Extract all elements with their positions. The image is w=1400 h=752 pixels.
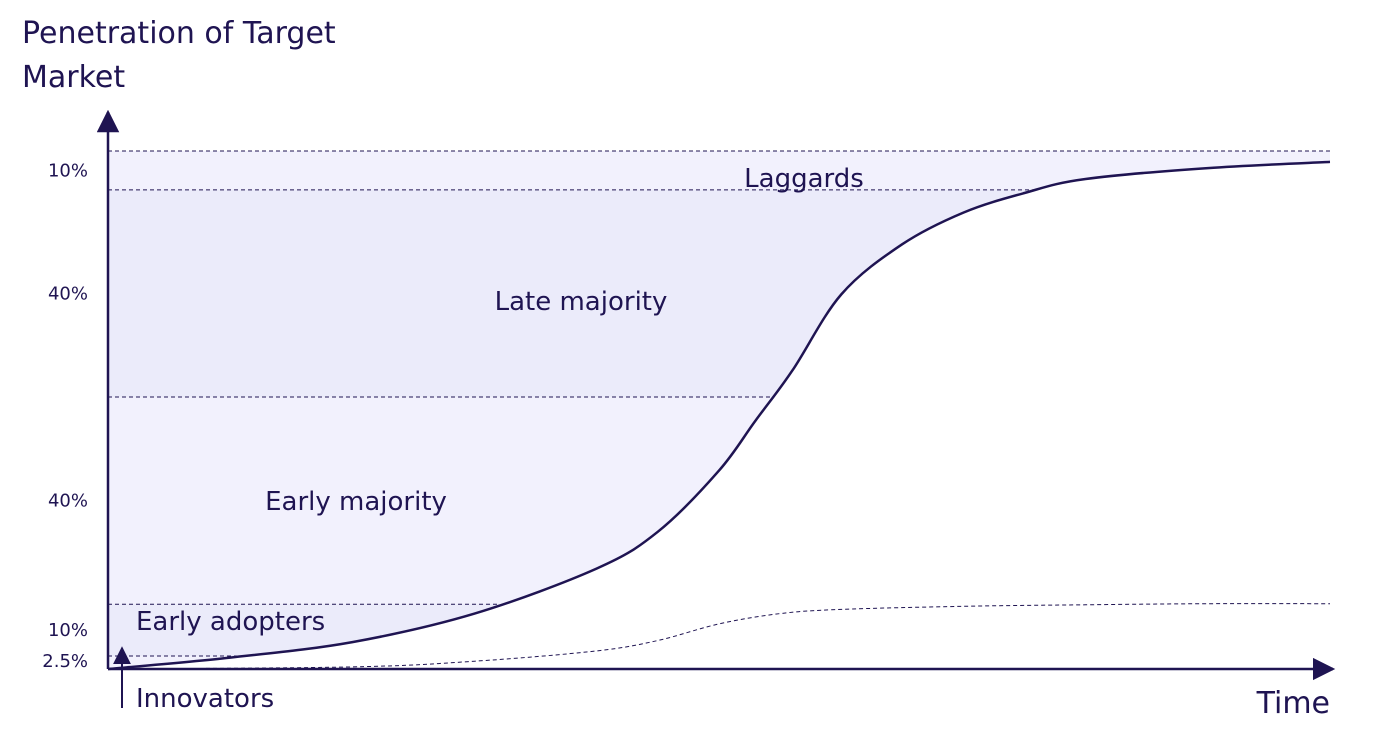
cumulative-adoption-curve xyxy=(107,160,1331,671)
tick-label-late-majority: 40% xyxy=(48,283,88,304)
region-label-laggards: Laggards xyxy=(744,164,864,194)
region-label-early-adopters: Early adopters xyxy=(136,607,325,637)
region-label-late-majority: Late majority xyxy=(495,287,668,317)
tick-label-early-adopters: 10% xyxy=(48,620,88,641)
band-early-adopters xyxy=(108,604,504,657)
tick-label-innovators: 2.5% xyxy=(42,651,88,672)
region-label-innovators: Innovators xyxy=(136,684,274,714)
tick-label-early-majority: 40% xyxy=(48,491,88,512)
chart-title: Penetration of Target Market xyxy=(22,16,336,95)
region-label-early-majority: Early majority xyxy=(265,487,447,517)
tick-label-laggards: 10% xyxy=(48,160,88,181)
x-axis-label: Time xyxy=(1256,686,1330,721)
dashed-adoption-curve xyxy=(107,603,1331,670)
band-late-majority xyxy=(108,189,1036,398)
